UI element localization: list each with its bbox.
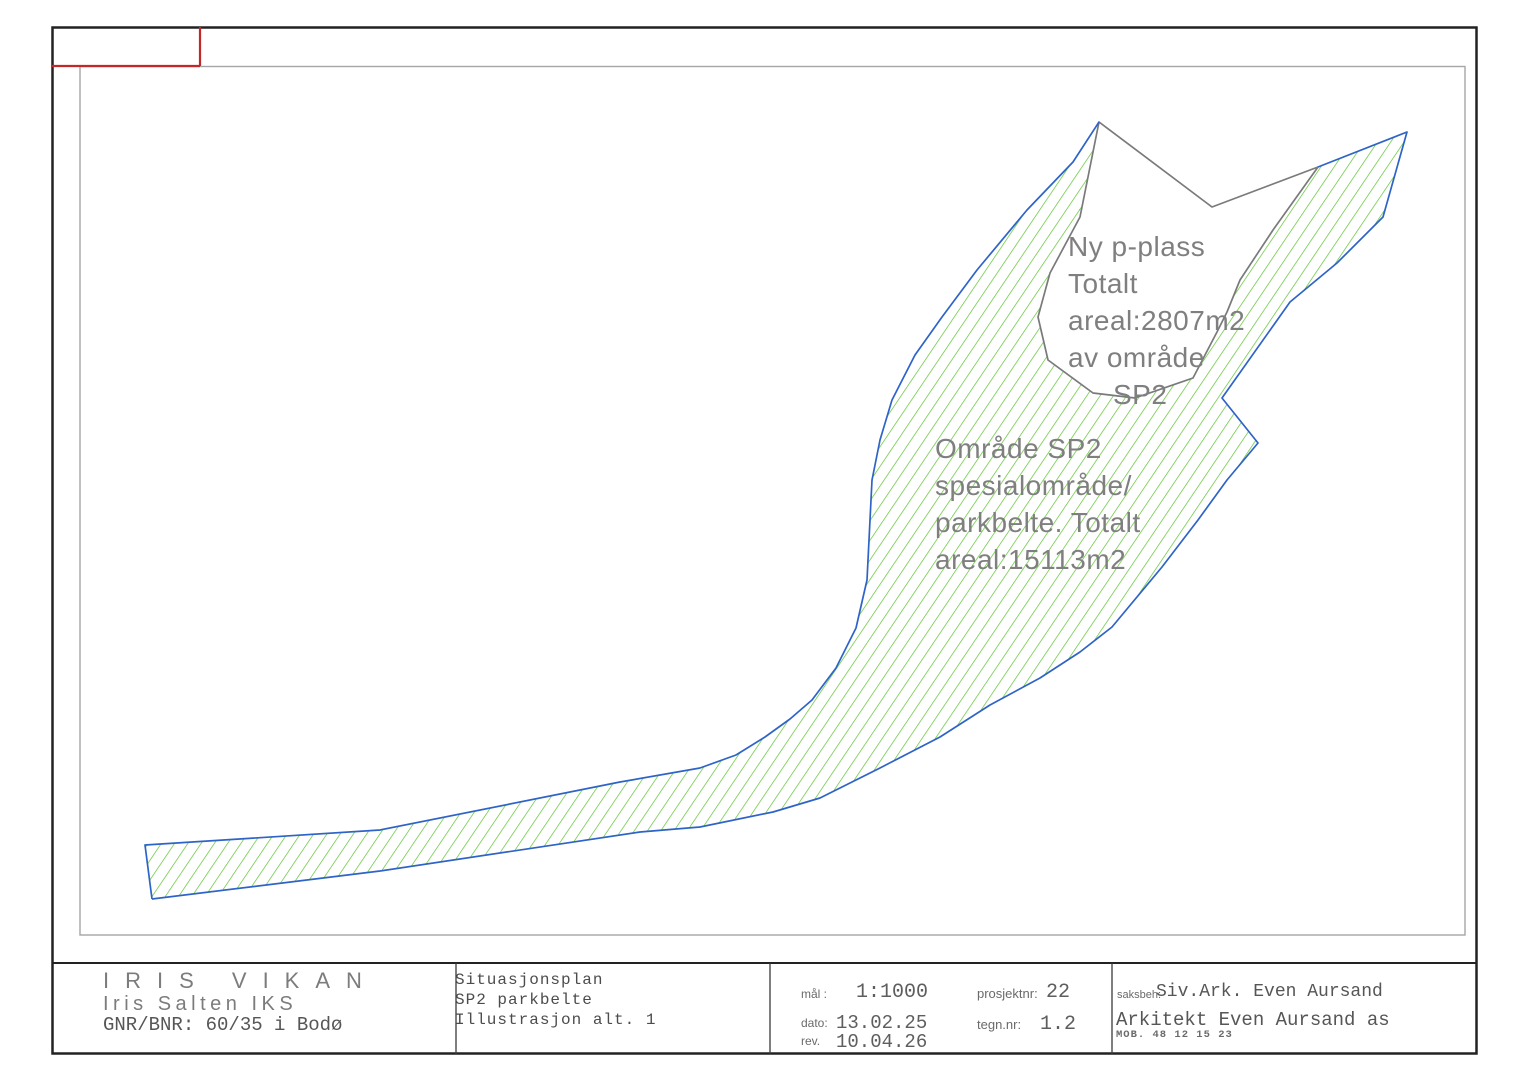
drawing-title-line2: SP2 parkbelte [455, 991, 593, 1009]
drawing-number-label: tegn.nr: [977, 1017, 1022, 1032]
date-value: 13.02.25 [836, 1012, 928, 1034]
pplass-label-line: Totalt [1068, 268, 1138, 299]
sp2-label-line: parkbelte. Totalt [935, 507, 1141, 538]
pplass-label-line: av område [1068, 342, 1205, 373]
drawing-title-line1: Situasjonsplan [455, 971, 604, 989]
owner-name: IRIS VIKAN [103, 968, 378, 993]
case-handler-value: Siv.Ark. Even Aursand [1156, 982, 1383, 1002]
sp2-label-line: spesialområde/ [935, 470, 1132, 501]
inner-frame [79, 65, 1466, 936]
architect-firm-name: Arkitekt Even Aursand as [1116, 1009, 1390, 1031]
sp2-label-line: areal:15113m2 [935, 544, 1127, 575]
pplass-label-line: areal:2807m2 [1068, 305, 1246, 336]
owner-company: Iris Salten IKS [103, 993, 298, 1015]
date-label: dato: [801, 1016, 828, 1030]
case-handler-label: saksbeh: [1117, 989, 1162, 1001]
sp2-label-line: Område SP2 [935, 433, 1102, 464]
revision-label: rev. [801, 1034, 821, 1048]
scale-label: mål : [801, 987, 828, 1001]
sp2-boundary-left [144, 121, 1100, 900]
area-label-pplass: Ny p-plass Totalt areal:2807m2 av område… [1068, 228, 1245, 413]
pplass-label-line: Ny p-plass [1068, 231, 1206, 262]
outer-frame [51, 26, 1478, 1055]
scale-value: 1:1000 [856, 981, 929, 1004]
revision-value: 10.04.26 [836, 1031, 928, 1053]
sp2-boundary-right [151, 131, 1408, 900]
pplass-cutout-polygon [1037, 121, 1319, 399]
architect-phone: MOB. 48 12 15 23 [1116, 1029, 1233, 1041]
project-number-value: 22 [1046, 981, 1071, 1004]
drawing-number-value: 1.2 [1040, 1013, 1077, 1036]
drawing-title-line3: Illustrasjon alt. 1 [455, 1011, 657, 1029]
pplass-label-line: SP2 [1113, 379, 1168, 410]
owner-property-gnr-bnr: GNR/BNR: 60/35 i Bodø [103, 1014, 343, 1036]
area-label-sp2: Område SP2 spesialområde/ parkbelte. Tot… [935, 430, 1141, 578]
project-number-label: prosjektnr: [977, 986, 1038, 1001]
